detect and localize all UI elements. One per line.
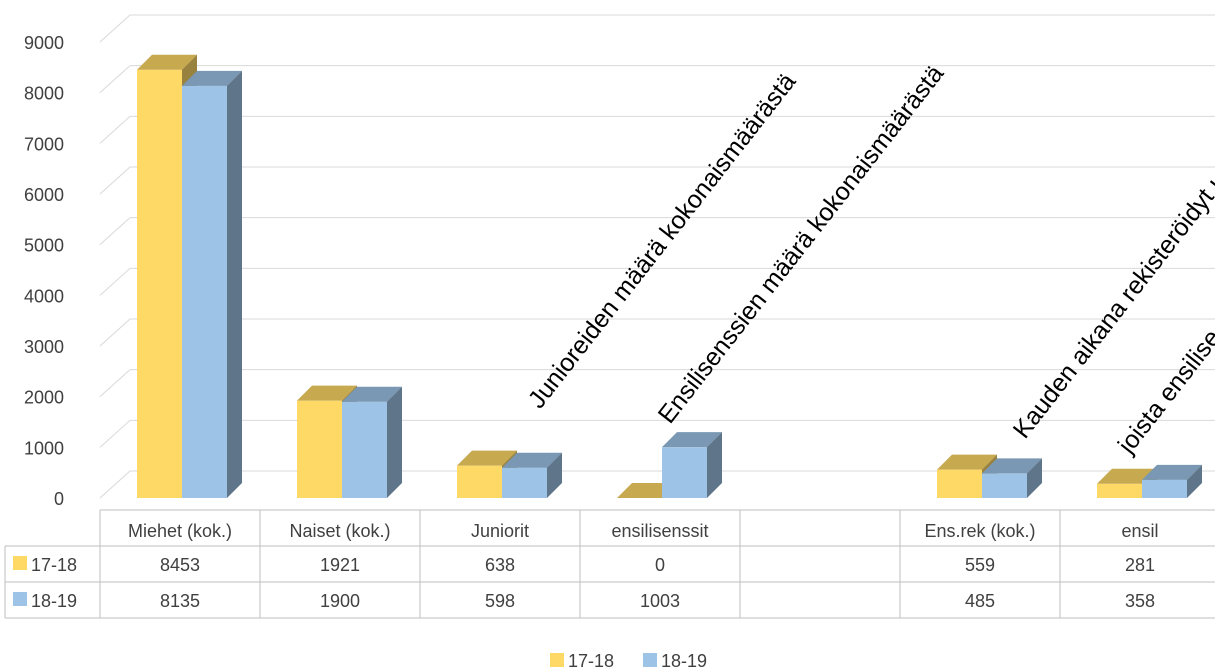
bar-top — [982, 458, 1042, 474]
bar-top — [937, 454, 997, 470]
bar-18-19-3 — [662, 432, 722, 498]
table-header: Juniorit — [471, 521, 529, 541]
table-cell: 559 — [965, 555, 995, 575]
table-cell: 485 — [965, 591, 995, 611]
bar-18-19-5 — [982, 458, 1042, 498]
bar-side — [1027, 458, 1042, 498]
table-cell: 0 — [655, 555, 665, 575]
bar-top — [662, 432, 722, 448]
gridline-depth — [99, 470, 131, 499]
table-cell: 598 — [485, 591, 515, 611]
gridline-depth — [99, 369, 131, 398]
legend-key — [643, 653, 657, 667]
table-cell: 358 — [1125, 591, 1155, 611]
bar-side — [227, 70, 242, 499]
bar-front — [342, 401, 387, 498]
annotation-label: Junioreiden määrä kokonaismäärästä — [523, 68, 802, 414]
bar-front — [662, 447, 707, 498]
y-tick-label: 1000 — [24, 438, 64, 458]
table-header: ensilisenssit — [611, 521, 708, 541]
table-header: Ens.rek (kok.) — [924, 521, 1035, 541]
bar-front — [937, 469, 982, 498]
table-cell: 1003 — [640, 591, 680, 611]
legend-key — [550, 653, 564, 667]
bar-top — [1142, 464, 1202, 480]
bar-front — [1097, 483, 1142, 498]
bar-front — [182, 85, 227, 499]
table-cell: 1921 — [320, 555, 360, 575]
legend-label: 18-19 — [661, 651, 707, 670]
legend: 17-18 18-19 — [550, 651, 707, 670]
table-cell: 638 — [485, 555, 515, 575]
bar-top — [182, 70, 242, 86]
table-cell: 8135 — [160, 591, 200, 611]
bar-18-19-6 — [1142, 464, 1202, 498]
table-header: ensil — [1121, 521, 1158, 541]
bar-18-19-2 — [502, 452, 562, 498]
bar-top — [457, 450, 517, 466]
table-series-name: 17-18 — [31, 555, 77, 575]
y-axis-labels: 0 1000 2000 3000 4000 5000 6000 7000 8000 9000 — [24, 33, 64, 509]
bar-18-19-1 — [342, 386, 402, 498]
table-cell: 1900 — [320, 591, 360, 611]
y-tick-label: 4000 — [24, 286, 64, 306]
gridline-depth — [99, 267, 131, 296]
y-tick-label: 5000 — [24, 236, 64, 256]
table-header: Naiset (kok.) — [289, 521, 390, 541]
gridline-depth — [99, 115, 131, 144]
data-table: Miehet (kok.) Naiset (kok.) Juniorit ensili… — [4, 509, 1215, 619]
y-tick-label: 7000 — [24, 134, 64, 154]
annotation-label: joista ensilise — [1112, 324, 1215, 459]
bars — [137, 54, 1202, 499]
table-cell: 8453 — [160, 555, 200, 575]
y-tick-label: 9000 — [24, 33, 64, 53]
legend-label: 17-18 — [568, 651, 614, 670]
table-cell: 281 — [1125, 555, 1155, 575]
y-tick-label: 8000 — [24, 84, 64, 104]
gridline-depth — [99, 14, 131, 43]
bar-side — [707, 432, 722, 498]
gridline-depth — [99, 318, 131, 347]
bar-top — [502, 452, 562, 468]
bar-side — [387, 386, 402, 498]
table-legend-key — [13, 592, 27, 606]
y-tick-label: 6000 — [24, 185, 64, 205]
annotation-label: Kauden aikana rekisteröidyt uu — [1008, 156, 1215, 444]
bar-front — [502, 467, 547, 498]
annotation-label: Ensilisenssien määrä kokonaismäärästä — [653, 60, 950, 429]
bar-side — [547, 452, 562, 498]
bar-front — [137, 69, 182, 499]
table-legend-key — [13, 556, 27, 570]
gridline-depth — [99, 166, 131, 195]
annotations: Junioreiden määrä kokonaismäärästäEnsili… — [523, 60, 1215, 460]
y-tick-label: 3000 — [24, 337, 64, 357]
y-tick-label: 0 — [54, 489, 64, 509]
bar-front — [982, 473, 1027, 498]
table-series-name: 18-19 — [31, 591, 77, 611]
gridline-depth — [99, 419, 131, 448]
bar-front — [457, 465, 502, 498]
bar-side — [1187, 464, 1202, 498]
gridline-depth — [99, 65, 131, 94]
y-tick-label: 2000 — [24, 388, 64, 408]
table-header: Miehet (kok.) — [128, 521, 232, 541]
bar-top — [137, 54, 197, 70]
bar-18-19-0 — [182, 70, 242, 499]
bar-top — [342, 386, 402, 402]
gridline-depth — [99, 217, 131, 246]
bar-front — [1142, 479, 1187, 498]
bar-top — [297, 385, 357, 401]
bar-front — [297, 400, 342, 498]
